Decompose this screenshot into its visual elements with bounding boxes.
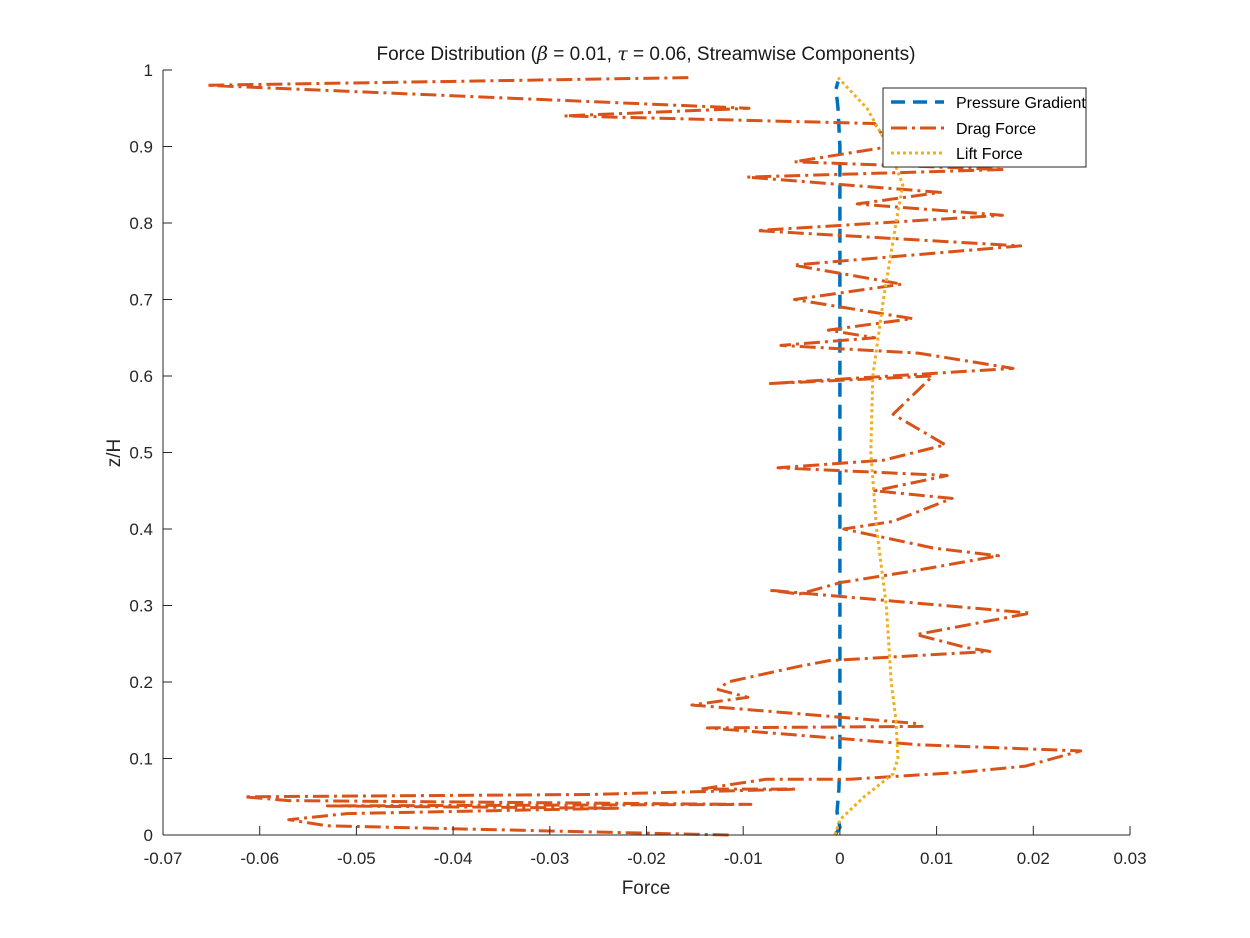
y-tick-label: 0.6 bbox=[129, 367, 153, 386]
legend-label-pressure-gradient: Pressure Gradient bbox=[956, 95, 1086, 112]
y-tick-label: 0 bbox=[144, 826, 153, 845]
x-tick-label: 0 bbox=[835, 849, 844, 868]
x-tick-label: 0.02 bbox=[1017, 849, 1050, 868]
x-tick-label: -0.02 bbox=[627, 849, 666, 868]
x-tick-label: -0.03 bbox=[530, 849, 569, 868]
y-tick-label: 0.7 bbox=[129, 291, 153, 310]
legend: Pressure Gradient Drag Force Lift Force bbox=[882, 87, 1087, 168]
y-tick-label: 0.1 bbox=[129, 750, 153, 769]
y-tick-label: 0.5 bbox=[129, 444, 153, 463]
y-tick-label: 0.8 bbox=[129, 214, 153, 233]
y-tick-label: 1 bbox=[144, 61, 153, 80]
x-ticks: -0.07 -0.06 -0.05 -0.04 -0.03 -0.02 -0.01 0 0.01… bbox=[144, 826, 1147, 868]
x-tick-label: -0.07 bbox=[144, 849, 183, 868]
x-tick-label: -0.05 bbox=[337, 849, 376, 868]
x-tick-label: -0.04 bbox=[434, 849, 473, 868]
x-tick-label: 0.01 bbox=[920, 849, 953, 868]
y-tick-label: 0.9 bbox=[129, 138, 153, 157]
chart-title: Force Distribution (β = 0.01, τ = 0.06, … bbox=[377, 43, 916, 65]
series-line-pressure-gradient bbox=[833, 81, 842, 836]
y-tick-label: 0.2 bbox=[129, 673, 153, 692]
y-axis-label: z/H bbox=[104, 439, 125, 468]
series-line-lift-force bbox=[833, 76, 905, 836]
y-tick-label: 0.3 bbox=[129, 597, 153, 616]
series-layer bbox=[205, 76, 1083, 837]
legend-label-lift-force: Lift Force bbox=[956, 146, 1023, 163]
x-tick-label: -0.01 bbox=[724, 849, 763, 868]
plot-area bbox=[163, 70, 1130, 835]
legend-label-drag-force: Drag Force bbox=[956, 121, 1036, 138]
y-tick-label: 0.4 bbox=[129, 520, 153, 539]
series-line-drag-force bbox=[205, 76, 1083, 837]
y-ticks: 0 0.1 0.2 0.3 0.4 0.5 0.6 0.7 0.8 0.9 1 bbox=[129, 61, 172, 845]
x-tick-label: 0.03 bbox=[1113, 849, 1146, 868]
x-axis-label: Force bbox=[622, 878, 671, 899]
x-tick-label: -0.06 bbox=[240, 849, 279, 868]
